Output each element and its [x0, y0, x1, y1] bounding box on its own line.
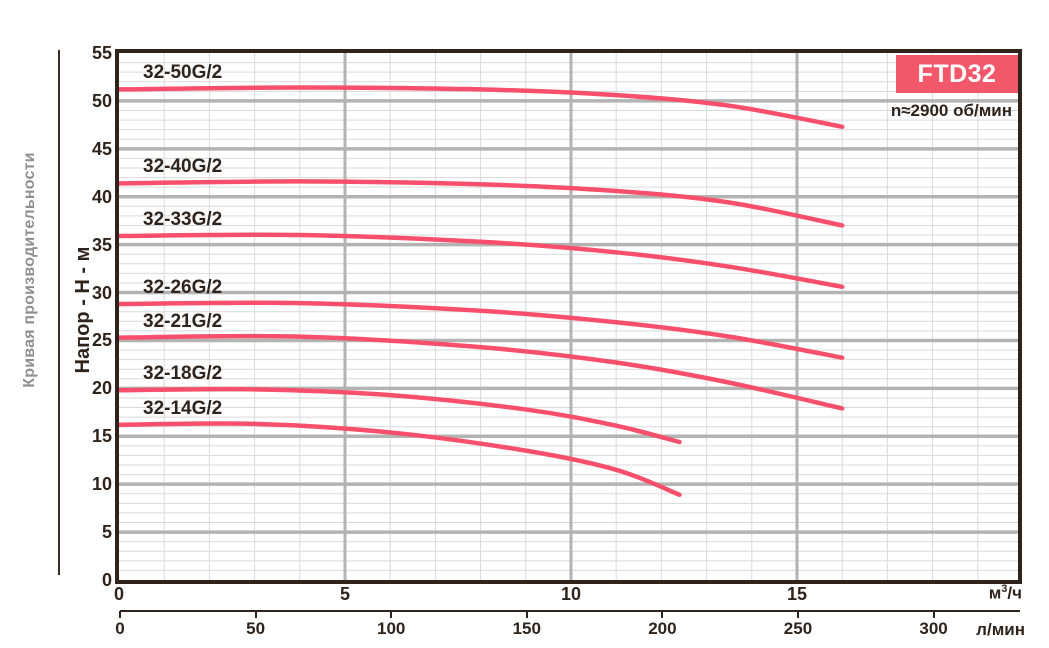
- lmin-tick-mark-100: [390, 611, 393, 618]
- chart-side-caption: Кривая производительности: [21, 152, 38, 388]
- lmin-tick-label-250: 250: [783, 619, 813, 638]
- x-axis-lmin-unit: л/мин: [976, 620, 1025, 639]
- lmin-tick-label-300: 300: [919, 619, 948, 638]
- curve-label-32-40G/2: 32-40G/2: [143, 156, 223, 178]
- curve-label-32-26G/2: 32-26G/2: [143, 277, 223, 299]
- x-tick-label-m3h-0: 0: [113, 584, 124, 604]
- pump-curve-32-21G/2: [119, 333, 845, 411]
- pump-curve-32-14G/2: [119, 421, 682, 497]
- x-tick-label-m3h-5: 5: [339, 584, 350, 604]
- lmin-tick-label-0: 0: [115, 619, 125, 638]
- curve-label-32-50G/2: 32-50G/2: [143, 62, 223, 84]
- curve-label-32-33G/2: 32-33G/2: [143, 209, 223, 230]
- lmin-tick-mark-0: [119, 611, 121, 618]
- pump-curve-32-18G/2: [119, 386, 682, 445]
- lmin-tick-label-150: 150: [512, 619, 541, 638]
- performance-curves-plot: [119, 53, 1018, 580]
- y-tick-label-35: 35: [91, 234, 112, 255]
- y-tick-label-30: 30: [91, 282, 112, 303]
- y-tick-label-45: 45: [91, 138, 112, 159]
- y-tick-label-10: 10: [91, 474, 112, 495]
- lmin-tick-mark-300: [932, 611, 935, 618]
- model-series-badge: FTD32: [896, 55, 1018, 93]
- curve-label-32-18G/2: 32-18G/2: [143, 363, 223, 385]
- lmin-axis-line: [120, 610, 1020, 612]
- lmin-tick-mark-50: [254, 611, 257, 618]
- lmin-tick-label-100: 100: [377, 619, 406, 638]
- lmin-tick-mark-150: [525, 611, 528, 618]
- x-tick-label-m3h-10: 10: [560, 584, 581, 604]
- pump-curve-32-40G/2: [119, 179, 845, 228]
- curve-label-32-21G/2: 32-21G/2: [143, 310, 223, 332]
- lmin-tick-label-50: 50: [246, 619, 266, 638]
- y-tick-label-5: 5: [101, 522, 112, 543]
- curve-label-32-14G/2: 32-14G/2: [143, 397, 223, 419]
- x-axis-m3h-unit: м3/ч: [988, 583, 1022, 603]
- y-tick-label-55: 55: [91, 43, 112, 63]
- pump-curve-32-33G/2: [119, 232, 845, 290]
- x-tick-label-m3h-15: 15: [786, 584, 807, 604]
- lmin-tick-label-200: 200: [648, 619, 677, 638]
- y-tick-label-15: 15: [91, 426, 112, 447]
- lmin-tick-mark-250: [796, 611, 799, 618]
- y-tick-label-0: 0: [101, 570, 112, 590]
- y-tick-label-20: 20: [91, 378, 112, 399]
- y-tick-label-40: 40: [91, 186, 112, 207]
- y-tick-label-50: 50: [91, 90, 112, 111]
- rotation-speed-note: n≈2900 об/мин: [890, 101, 1012, 120]
- pump-curve-32-26G/2: [119, 300, 845, 360]
- y-tick-label-25: 25: [91, 330, 112, 351]
- pump-curve-32-50G/2: [119, 85, 845, 130]
- caption-divider-line: [58, 50, 60, 575]
- lmin-tick-mark-200: [661, 611, 664, 618]
